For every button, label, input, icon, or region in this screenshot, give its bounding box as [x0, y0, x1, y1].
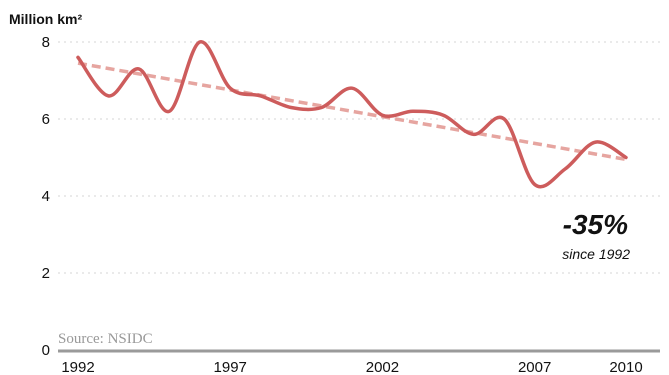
change-percent-label: -35%	[563, 209, 628, 240]
y-tick-label: 2	[42, 265, 50, 282]
x-tick-label: 2010	[609, 359, 642, 375]
y-axis-unit-label: Million km²	[9, 11, 82, 27]
trend-line	[77, 61, 627, 162]
x-axis-ticks: 1992 1997 2002 2007 2010	[61, 359, 642, 375]
x-tick-label: 2007	[518, 359, 551, 375]
series-layer	[76, 40, 628, 189]
y-tick-label: 4	[42, 188, 50, 205]
x-tick-label: 1992	[61, 359, 94, 375]
series-line	[76, 40, 628, 189]
source-note: Source: NSIDC	[58, 331, 153, 347]
y-axis-ticks: 0 2 4 6 8	[42, 34, 50, 359]
x-tick-label: 2002	[366, 359, 399, 375]
y-tick-label: 0	[42, 342, 50, 359]
y-tick-label: 6	[42, 111, 50, 128]
x-tick-label: 1997	[214, 359, 247, 375]
y-tick-label: 8	[42, 34, 50, 51]
gridlines	[58, 41, 660, 353]
since-year-label: since 1992	[562, 246, 630, 262]
